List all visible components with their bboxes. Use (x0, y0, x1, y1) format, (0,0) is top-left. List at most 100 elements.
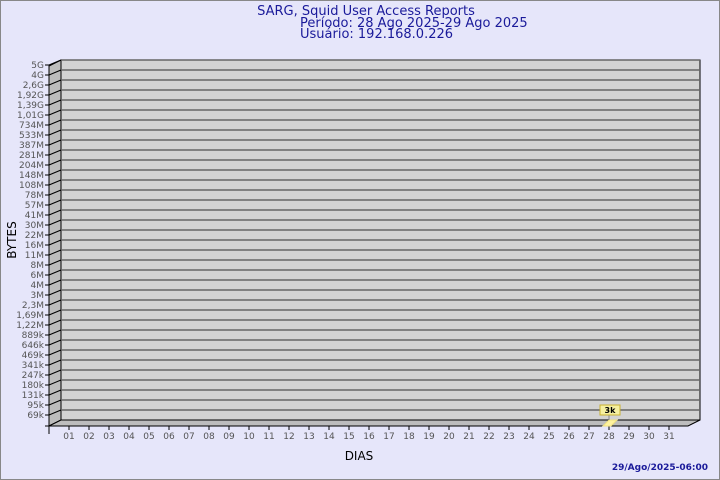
y-tick-label: 148M (19, 171, 44, 181)
y-tick-depth (48, 219, 62, 226)
y-tick-label: 57M (25, 201, 44, 211)
x-tick-label: 11 (263, 432, 274, 442)
x-tick-label: 31 (663, 432, 674, 442)
footer-timestamp: 29/Ago/2025-06:00 (612, 463, 708, 473)
y-tick-depth (48, 79, 62, 86)
x-tick-label: 30 (643, 432, 655, 442)
x-tick-label: 02 (83, 432, 94, 442)
y-tick-depth (48, 129, 62, 136)
y-tick-label: 1,69M (16, 311, 44, 321)
data-label-box (599, 404, 621, 416)
y-tick-label: 2,3M (22, 301, 44, 311)
y-tick-label: 4G (31, 71, 44, 81)
y-tick-label: 341k (22, 361, 45, 371)
x-tick-label: 09 (223, 432, 235, 442)
y-tick-label: 387M (19, 141, 44, 151)
x-axis-label: DIAS (345, 449, 374, 463)
x-tick-label: 04 (123, 432, 135, 442)
y-tick-label: 6M (31, 271, 45, 281)
y-tick-depth (48, 359, 62, 366)
y-tick-depth (48, 369, 62, 376)
y-tick-depth (48, 309, 62, 316)
y-tick-depth (48, 189, 62, 196)
x-tick-label: 28 (603, 432, 615, 442)
y-tick-depth (48, 139, 62, 146)
chart-subtitle-period: Período: 28 Ago 2025-29 Ago 2025 (300, 16, 528, 31)
x-tick-label: 19 (423, 432, 435, 442)
y-tick-label: 8M (31, 261, 45, 271)
y-tick-label: 4M (31, 281, 45, 291)
y-tick-depth (48, 399, 62, 406)
x-tick-label: 05 (143, 432, 154, 442)
x-tick-label: 23 (503, 432, 514, 442)
y-tick-label: 204M (19, 161, 44, 171)
x-tick-label: 24 (523, 432, 535, 442)
y-tick-depth (48, 199, 62, 206)
x-tick-label: 27 (583, 432, 594, 442)
y-tick-depth (48, 249, 62, 256)
x-tick-label: 12 (283, 432, 294, 442)
x-tick-label: 08 (203, 432, 215, 442)
y-tick-label: 1,39G (17, 101, 44, 111)
chart-title: SARG, Squid User Access Reports (257, 4, 475, 19)
y-tick-label: 108M (19, 181, 44, 191)
y-tick-label: 1,22M (16, 321, 44, 331)
y-tick-label: 16M (25, 241, 44, 251)
y-tick-depth (48, 339, 62, 346)
x-tick-label: 18 (403, 432, 415, 442)
y-tick-label: 533M (19, 131, 44, 141)
x-tick-label: 20 (443, 432, 455, 442)
x-tick-label: 15 (343, 432, 354, 442)
y-tick-depth (48, 99, 62, 106)
y-tick-depth (48, 289, 62, 296)
y-tick-depth (48, 329, 62, 336)
y-tick-depth (48, 169, 62, 176)
y-tick-label: 469k (22, 351, 45, 361)
y-tick-depth (48, 179, 62, 186)
y-tick-depth (48, 59, 62, 66)
chart-subtitle-user: Usuário: 192.168.0.226 (300, 27, 453, 42)
plot-floor (48, 419, 701, 427)
y-tick-label: 3M (31, 291, 45, 301)
y-tick-label: 281M (19, 151, 44, 161)
y-tick-depth (48, 259, 62, 266)
y-tick-label: 5G (31, 61, 44, 71)
y-tick-label: 2,6G (23, 81, 44, 91)
x-tick-label: 10 (243, 432, 255, 442)
y-tick-depth (48, 109, 62, 116)
y-tick-depth (48, 349, 62, 356)
y-tick-depth (48, 409, 62, 416)
y-tick-depth (48, 89, 62, 96)
x-tick-label: 14 (323, 432, 335, 442)
y-tick-label: 734M (19, 121, 44, 131)
y-tick-depth (48, 279, 62, 286)
y-axis-label: BYTES (5, 221, 19, 258)
y-tick-label: 646k (22, 341, 45, 351)
y-tick-depth (48, 319, 62, 326)
y-tick-depth (48, 229, 62, 236)
x-tick-label: 16 (363, 432, 375, 442)
y-tick-label: 11M (25, 251, 44, 261)
x-tick-label: 26 (563, 432, 575, 442)
x-tick-label: 01 (63, 432, 74, 442)
y-tick-depth (48, 299, 62, 306)
y-tick-label: 69k (27, 411, 44, 421)
x-tick-label: 07 (183, 432, 194, 442)
y-tick-depth (48, 239, 62, 246)
y-tick-depth (48, 159, 62, 166)
y-tick-label: 180k (22, 381, 45, 391)
y-tick-label: 889k (22, 331, 45, 341)
x-tick-label: 25 (543, 432, 554, 442)
x-tick-label: 21 (463, 432, 474, 442)
y-tick-depth (48, 119, 62, 126)
y-tick-label: 41M (25, 211, 44, 221)
data-label: 3k (605, 406, 617, 415)
x-tick-label: 29 (623, 432, 635, 442)
bar-day-28 (601, 419, 619, 427)
y-tick-depth (48, 149, 62, 156)
y-tick-depth (48, 389, 62, 396)
y-tick-depth (48, 209, 62, 216)
y-tick-label: 78M (25, 191, 44, 201)
y-tick-depth (48, 269, 62, 276)
